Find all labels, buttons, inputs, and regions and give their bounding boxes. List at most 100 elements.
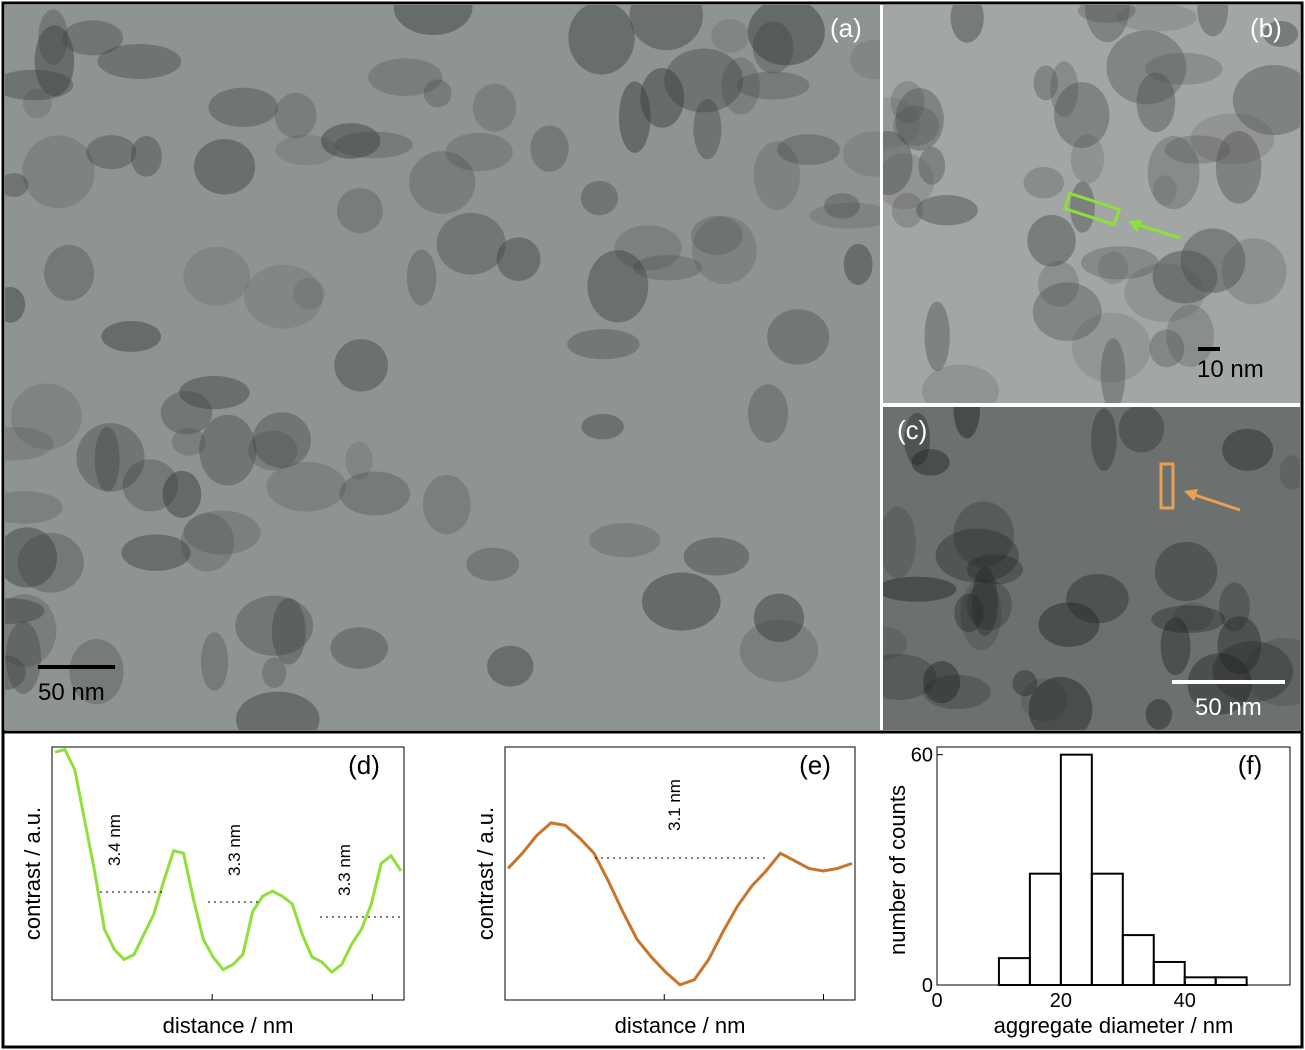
particle xyxy=(160,391,213,435)
particle xyxy=(1190,113,1275,165)
particle xyxy=(179,375,250,410)
particle xyxy=(10,383,82,450)
particle xyxy=(1078,5,1136,23)
particle xyxy=(924,301,950,372)
particle xyxy=(275,134,338,166)
particle xyxy=(632,255,703,281)
particle xyxy=(1145,52,1223,85)
particle xyxy=(1232,64,1300,136)
y-axis-label: contrast / a.u. xyxy=(20,807,45,940)
particle xyxy=(895,88,944,151)
bar xyxy=(1121,934,1155,987)
particle xyxy=(883,97,921,150)
particle xyxy=(1066,574,1129,624)
particle xyxy=(1054,82,1110,148)
particle xyxy=(953,501,1015,568)
image-area xyxy=(5,5,880,730)
particle xyxy=(409,151,476,214)
particle xyxy=(244,264,323,329)
particle xyxy=(711,18,750,53)
particle xyxy=(266,461,346,512)
marker-arrowhead xyxy=(1128,220,1142,232)
particle xyxy=(1147,135,1200,210)
panel-label: (e) xyxy=(799,750,831,780)
bar xyxy=(1059,753,1093,987)
particle xyxy=(911,449,950,476)
particle xyxy=(935,528,1019,583)
particle xyxy=(664,48,744,113)
bar xyxy=(1214,976,1248,986)
particle xyxy=(883,576,957,602)
panel-label: (f) xyxy=(1238,750,1263,780)
particle xyxy=(121,534,191,571)
particle xyxy=(883,153,934,210)
particle xyxy=(180,513,235,572)
particle xyxy=(5,491,63,524)
particle xyxy=(1151,605,1226,633)
particle xyxy=(208,87,278,127)
particle xyxy=(1084,5,1130,43)
particle xyxy=(1279,455,1300,490)
particle xyxy=(567,329,640,360)
particle xyxy=(193,138,256,195)
particle xyxy=(171,427,206,456)
particle xyxy=(1028,677,1093,730)
y-tick-label: 60 xyxy=(911,745,933,767)
particle xyxy=(1180,228,1246,293)
particle xyxy=(97,43,182,79)
particle xyxy=(183,510,261,555)
particle xyxy=(293,277,325,310)
particle xyxy=(34,25,75,97)
particle xyxy=(393,5,473,36)
particle xyxy=(691,216,757,284)
y-axis-label: contrast / a.u. xyxy=(473,807,498,940)
image-area xyxy=(883,5,1300,403)
particle xyxy=(336,188,383,234)
particle xyxy=(753,593,805,642)
particle xyxy=(767,309,830,365)
particle xyxy=(850,39,880,80)
bar xyxy=(1152,960,1186,986)
particle xyxy=(883,627,908,661)
particle xyxy=(1152,175,1177,206)
scale-bar-label: 10 nm xyxy=(1197,356,1264,383)
particle xyxy=(918,146,946,185)
particle xyxy=(62,20,124,56)
particle xyxy=(1050,61,1079,118)
x-axis-label: aggregate diameter / nm xyxy=(994,1013,1234,1038)
particle xyxy=(5,286,26,323)
particle xyxy=(1219,582,1250,632)
x-axis-label: distance / nm xyxy=(615,1013,746,1038)
particle xyxy=(890,80,925,124)
particle xyxy=(1124,263,1205,322)
particle xyxy=(1032,282,1102,341)
particle xyxy=(923,661,961,704)
particle xyxy=(1221,238,1287,305)
particle xyxy=(248,430,298,471)
particle xyxy=(1027,214,1076,267)
particle xyxy=(693,98,722,160)
particle xyxy=(339,471,411,516)
particle xyxy=(235,595,314,656)
particle xyxy=(5,426,54,461)
particle xyxy=(86,135,137,170)
data-line xyxy=(54,747,403,975)
marker-box xyxy=(1062,191,1122,227)
particle xyxy=(691,216,743,255)
particles xyxy=(5,5,880,730)
particle xyxy=(422,474,471,535)
particle xyxy=(1012,670,1038,697)
particles xyxy=(883,407,1300,730)
particle xyxy=(1020,678,1068,722)
particle xyxy=(122,459,178,512)
particle xyxy=(1118,407,1165,453)
particle xyxy=(436,212,506,275)
micrograph: (a) 50 nm xyxy=(5,5,880,730)
particle xyxy=(423,79,452,108)
particle xyxy=(753,141,801,210)
particle xyxy=(334,131,414,159)
particle xyxy=(1033,65,1058,101)
particle xyxy=(683,537,750,576)
particle xyxy=(966,554,1024,585)
